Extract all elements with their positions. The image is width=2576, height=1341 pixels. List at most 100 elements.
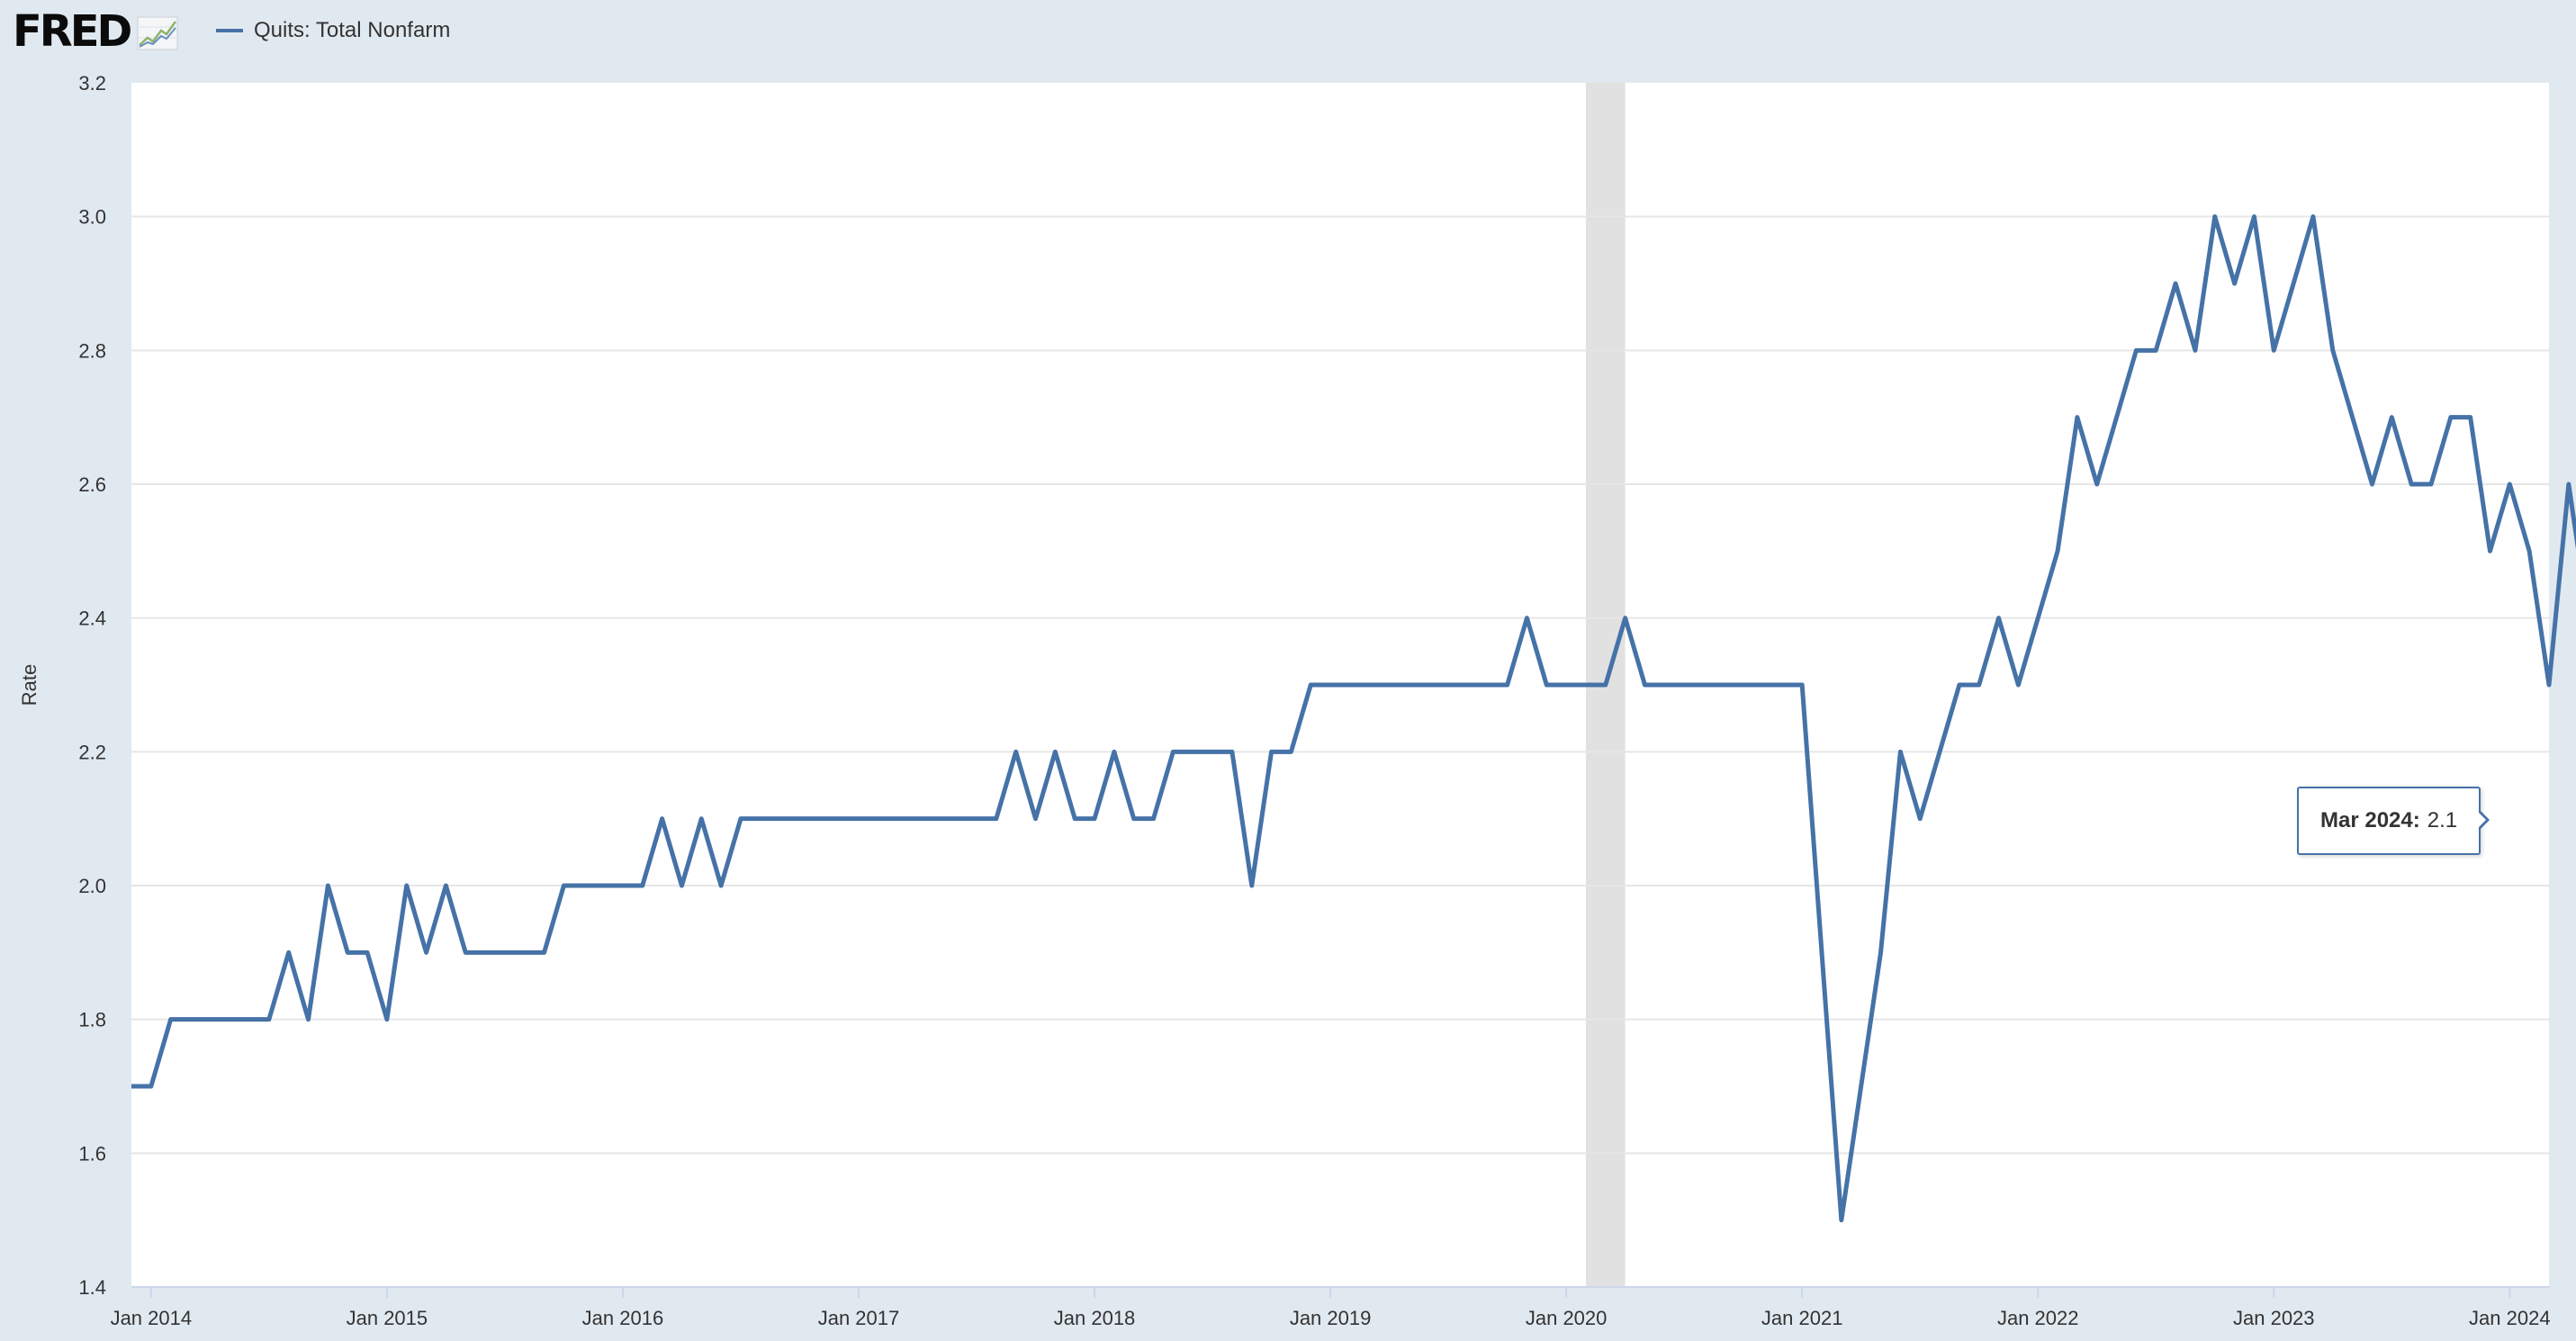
data-point[interactable] <box>738 816 743 822</box>
data-point[interactable] <box>149 1084 154 1089</box>
data-point[interactable] <box>600 883 606 888</box>
data-point[interactable] <box>758 816 763 822</box>
data-point[interactable] <box>247 1017 252 1022</box>
data-point[interactable] <box>797 816 802 822</box>
data-point[interactable] <box>1563 682 1569 688</box>
data-point[interactable] <box>1544 682 1549 688</box>
data-point[interactable] <box>463 950 468 955</box>
data-point[interactable] <box>1406 682 1411 688</box>
data-point[interactable] <box>2468 415 2473 420</box>
data-point[interactable] <box>384 1017 390 1022</box>
data-point[interactable] <box>1741 682 1746 688</box>
data-point[interactable] <box>1465 682 1471 688</box>
data-point[interactable] <box>404 883 410 888</box>
data-point[interactable] <box>1033 816 1039 822</box>
data-point[interactable] <box>1897 749 1903 754</box>
data-point[interactable] <box>1190 749 1195 754</box>
data-point[interactable] <box>581 883 586 888</box>
data-point[interactable] <box>1583 682 1589 688</box>
data-point[interactable] <box>1505 682 1510 688</box>
data-point[interactable] <box>660 816 665 822</box>
data-point[interactable] <box>1229 749 1235 754</box>
data-point[interactable] <box>1112 749 1117 754</box>
data-point[interactable] <box>1151 816 1157 822</box>
data-point[interactable] <box>1249 883 1255 888</box>
data-point[interactable] <box>698 816 704 822</box>
data-point[interactable] <box>561 883 566 888</box>
data-point[interactable] <box>1131 816 1137 822</box>
data-point[interactable] <box>2507 482 2512 487</box>
data-point[interactable] <box>896 816 901 822</box>
data-point[interactable] <box>2094 482 2100 487</box>
data-point[interactable] <box>1387 682 1392 688</box>
data-point[interactable] <box>522 950 527 955</box>
data-point[interactable] <box>1839 1218 1844 1223</box>
data-point[interactable] <box>1662 682 1667 688</box>
data-point[interactable] <box>1328 682 1333 688</box>
data-point[interactable] <box>1878 950 1884 955</box>
data-point[interactable] <box>1937 749 1942 754</box>
data-point[interactable] <box>2271 347 2276 353</box>
data-point[interactable] <box>1072 816 1077 822</box>
data-point[interactable] <box>1446 682 1451 688</box>
data-point[interactable] <box>1957 682 1962 688</box>
data-point[interactable] <box>2566 482 2571 487</box>
data-point[interactable] <box>2015 682 2021 688</box>
data-point[interactable] <box>1721 682 1726 688</box>
data-point[interactable] <box>1642 682 1647 688</box>
data-point[interactable] <box>2310 214 2316 220</box>
data-point[interactable] <box>2075 415 2080 420</box>
data-point[interactable] <box>1996 616 2002 621</box>
data-point[interactable] <box>502 950 508 955</box>
data-point[interactable] <box>640 883 645 888</box>
data-point[interactable] <box>1426 682 1431 688</box>
data-point[interactable] <box>954 816 959 822</box>
data-point[interactable] <box>2350 415 2355 420</box>
data-point[interactable] <box>718 883 724 888</box>
data-point[interactable] <box>2291 281 2296 286</box>
data-point[interactable] <box>1347 682 1353 688</box>
data-point[interactable] <box>345 950 350 955</box>
data-point[interactable] <box>2212 214 2218 220</box>
data-point[interactable] <box>1799 682 1805 688</box>
data-point[interactable] <box>2487 548 2492 554</box>
data-point[interactable] <box>856 816 861 822</box>
data-point[interactable] <box>1052 749 1058 754</box>
data-point[interactable] <box>778 816 783 822</box>
data-point[interactable] <box>1524 616 1529 621</box>
data-point[interactable] <box>1367 682 1373 688</box>
data-point[interactable] <box>2428 482 2434 487</box>
data-point[interactable] <box>2448 415 2454 420</box>
fred-logo[interactable]: FRED <box>13 5 178 58</box>
data-point[interactable] <box>2133 347 2139 353</box>
data-point[interactable] <box>1308 682 1313 688</box>
data-point[interactable] <box>2389 415 2394 420</box>
data-point[interactable] <box>1681 682 1687 688</box>
data-point[interactable] <box>365 950 370 955</box>
data-point[interactable] <box>2526 548 2532 554</box>
data-point[interactable] <box>1859 1084 1864 1089</box>
data-point[interactable] <box>1288 749 1293 754</box>
data-point[interactable] <box>129 1084 134 1089</box>
data-point[interactable] <box>2173 281 2178 286</box>
data-point[interactable] <box>1170 749 1175 754</box>
data-point[interactable] <box>1485 682 1491 688</box>
data-point[interactable] <box>1603 682 1608 688</box>
data-point[interactable] <box>1013 749 1019 754</box>
data-point[interactable] <box>1269 749 1274 754</box>
data-point[interactable] <box>2232 281 2238 286</box>
data-point[interactable] <box>876 816 881 822</box>
series-line-quits[interactable] <box>131 214 2576 1223</box>
series-legend[interactable]: Quits: Total Nonfarm <box>216 13 450 49</box>
data-point[interactable] <box>542 950 547 955</box>
data-point[interactable] <box>1917 816 1923 822</box>
data-point[interactable] <box>1623 616 1628 621</box>
data-point[interactable] <box>286 950 292 955</box>
data-point[interactable] <box>1092 816 1097 822</box>
data-point[interactable] <box>914 816 920 822</box>
data-point[interactable] <box>306 1017 311 1022</box>
data-point[interactable] <box>620 883 626 888</box>
data-point[interactable] <box>2193 347 2198 353</box>
data-point[interactable] <box>2055 548 2060 554</box>
